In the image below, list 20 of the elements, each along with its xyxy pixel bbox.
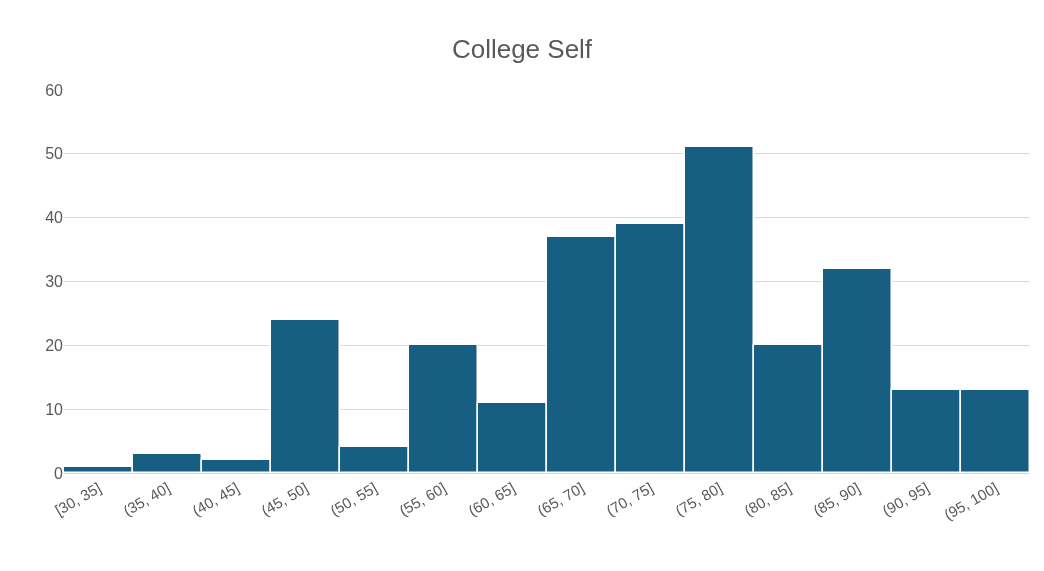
x-tick-label: (75, 80] [672, 478, 725, 520]
y-tick-label: 30 [45, 273, 64, 291]
y-tick-label: 40 [45, 209, 64, 227]
x-tick-label: (80, 85] [741, 478, 794, 520]
y-tick-label: 50 [45, 145, 64, 163]
x-tick-label: (50, 55] [327, 478, 380, 520]
y-tick-label: 10 [45, 400, 64, 418]
x-tick-label: (55, 60] [396, 478, 449, 520]
x-tick-label: (35, 40] [120, 478, 173, 520]
x-tick-label: (90, 95] [879, 478, 932, 520]
x-tick-label: (85, 90] [810, 478, 863, 520]
x-tick-label: (65, 70] [534, 478, 587, 520]
y-tick-label: 20 [45, 336, 64, 354]
x-tick-label: (70, 75] [603, 478, 656, 520]
chart-title: College Self [451, 34, 593, 65]
x-tick-label: (95, 100] [940, 478, 1001, 524]
y-tick-label: 60 [45, 81, 64, 99]
x-tick-label: (45, 50] [258, 478, 311, 520]
x-tick-label: (60, 65] [465, 478, 518, 520]
x-tick-label: (40, 45] [189, 478, 242, 520]
